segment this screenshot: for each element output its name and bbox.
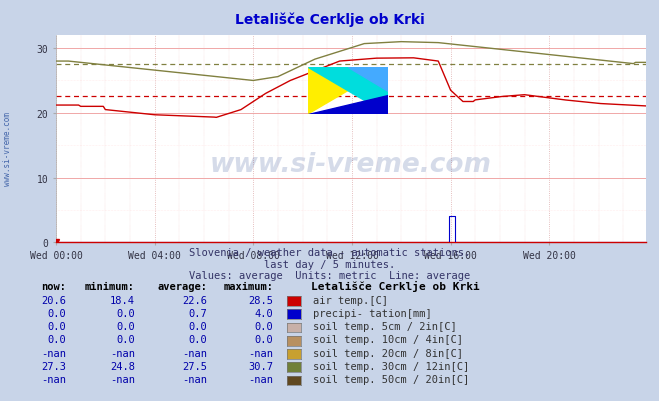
Text: 0.0: 0.0 <box>47 308 66 318</box>
Text: 30.7: 30.7 <box>248 361 273 371</box>
Text: soil temp. 50cm / 20in[C]: soil temp. 50cm / 20in[C] <box>313 374 469 384</box>
Text: -nan: -nan <box>248 348 273 358</box>
Text: -nan: -nan <box>41 374 66 384</box>
Text: soil temp. 20cm / 8in[C]: soil temp. 20cm / 8in[C] <box>313 348 463 358</box>
Text: -nan: -nan <box>183 348 208 358</box>
Polygon shape <box>348 68 387 91</box>
Text: 0.0: 0.0 <box>189 321 208 331</box>
Text: soil temp. 5cm / 2in[C]: soil temp. 5cm / 2in[C] <box>313 321 457 331</box>
Text: -nan: -nan <box>248 374 273 384</box>
Text: -nan: -nan <box>183 374 208 384</box>
Text: Values: average  Units: metric  Line: average: Values: average Units: metric Line: aver… <box>189 270 470 280</box>
Text: maximum:: maximum: <box>223 282 273 292</box>
Text: 22.6: 22.6 <box>183 295 208 305</box>
Text: last day / 5 minutes.: last day / 5 minutes. <box>264 259 395 269</box>
Text: soil temp. 30cm / 12in[C]: soil temp. 30cm / 12in[C] <box>313 361 469 371</box>
Text: now:: now: <box>41 282 66 292</box>
Text: 0.0: 0.0 <box>47 334 66 344</box>
Text: Letališče Cerklje ob Krki: Letališče Cerklje ob Krki <box>235 13 424 27</box>
Text: 0.0: 0.0 <box>117 334 135 344</box>
Text: air temp.[C]: air temp.[C] <box>313 295 388 305</box>
Text: 27.5: 27.5 <box>183 361 208 371</box>
Text: 0.0: 0.0 <box>189 334 208 344</box>
Polygon shape <box>308 68 387 115</box>
Text: 0.0: 0.0 <box>255 334 273 344</box>
Text: 0.0: 0.0 <box>117 308 135 318</box>
Text: precipi- tation[mm]: precipi- tation[mm] <box>313 308 432 318</box>
Text: minimum:: minimum: <box>85 282 135 292</box>
Text: 27.3: 27.3 <box>41 361 66 371</box>
Text: 18.4: 18.4 <box>110 295 135 305</box>
Text: 0.0: 0.0 <box>255 321 273 331</box>
Polygon shape <box>308 96 387 115</box>
Text: 24.8: 24.8 <box>110 361 135 371</box>
Text: 28.5: 28.5 <box>248 295 273 305</box>
Text: 0.7: 0.7 <box>189 308 208 318</box>
Text: www.si-vreme.com: www.si-vreme.com <box>3 111 13 185</box>
Text: 0.0: 0.0 <box>117 321 135 331</box>
Text: Letališče Cerklje ob Krki: Letališče Cerklje ob Krki <box>311 281 480 292</box>
Text: soil temp. 10cm / 4in[C]: soil temp. 10cm / 4in[C] <box>313 334 463 344</box>
Text: www.si-vreme.com: www.si-vreme.com <box>210 151 492 177</box>
Text: -nan: -nan <box>110 348 135 358</box>
Text: -nan: -nan <box>41 348 66 358</box>
Text: 0.0: 0.0 <box>47 321 66 331</box>
Polygon shape <box>308 68 387 115</box>
Text: Slovenia / weather data - automatic stations.: Slovenia / weather data - automatic stat… <box>189 248 470 258</box>
Text: 20.6: 20.6 <box>41 295 66 305</box>
Text: -nan: -nan <box>110 374 135 384</box>
Text: average:: average: <box>158 282 208 292</box>
Text: 4.0: 4.0 <box>255 308 273 318</box>
